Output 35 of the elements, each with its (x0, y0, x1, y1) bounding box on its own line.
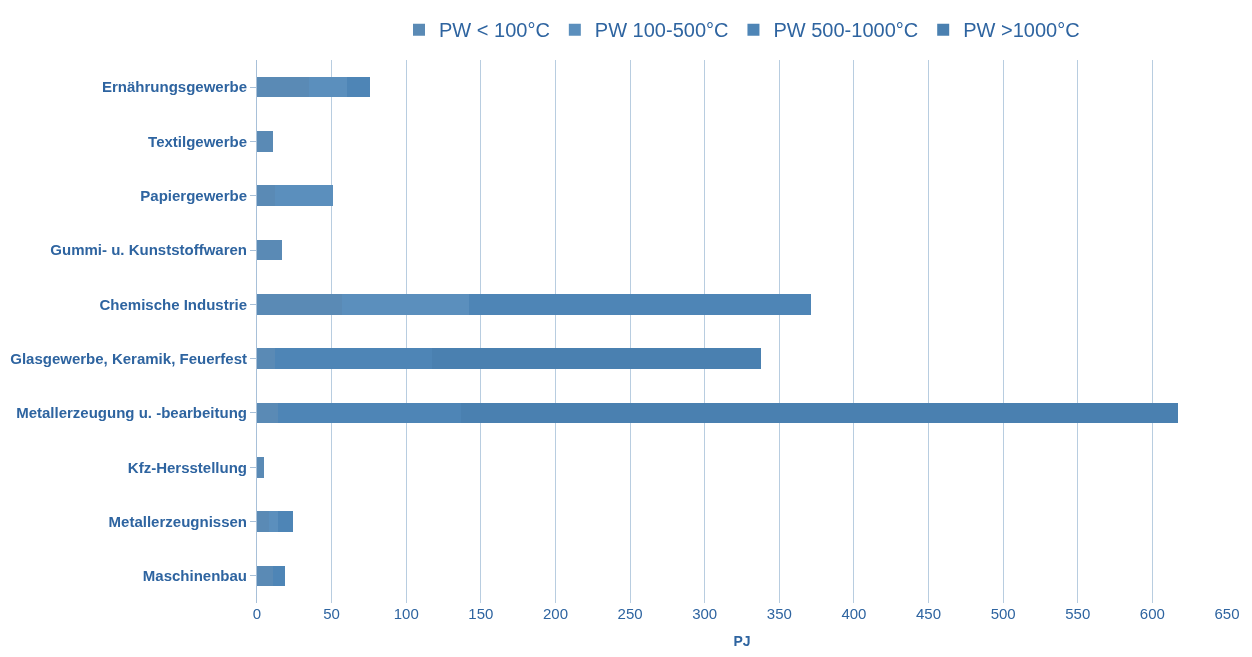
legend-label: PW 500-1000°C (773, 19, 919, 42)
x-tick-label: 450 (916, 605, 942, 622)
bar (346, 76, 371, 98)
legend-label: PW >1000°C (963, 19, 1080, 42)
x-tick-label: 550 (1065, 605, 1091, 622)
x-tick-label: 0 (252, 605, 262, 622)
bar (468, 294, 811, 315)
x-tick-label: 600 (1139, 605, 1165, 622)
x-tick-label: 350 (766, 605, 792, 622)
bar (257, 239, 283, 261)
x-tick-label: 100 (393, 605, 419, 622)
x-tick-label: 200 (542, 605, 568, 622)
bar (257, 131, 274, 152)
y-tick-label: Papiergewerbe (140, 187, 247, 204)
x-tick-label: 500 (990, 605, 1016, 622)
y-tick-label: Textilgewerbe (148, 132, 247, 150)
x-tick-label: 250 (617, 605, 643, 622)
legend-label: PW 100-500°C (594, 19, 729, 42)
y-tick-label: Metallerzeugnissen (108, 512, 247, 530)
x-tick-label: 400 (841, 605, 867, 622)
x-axis-title: PJ (733, 633, 751, 650)
bar (277, 511, 293, 532)
y-tick-label: Chemische Industrie (99, 295, 247, 313)
y-tick-label: Glasgewerbe, Keramik, Feuerfest (10, 349, 247, 367)
x-tick-label: 50 (323, 605, 340, 622)
legend-label: PW < 100°C (439, 19, 550, 42)
x-tick-label: 300 (692, 605, 718, 622)
y-tick-label: Kfz-Hersstellung (127, 458, 247, 476)
y-tick-label: Metallerzeugung u. -bearbeitung (16, 404, 247, 422)
y-tick-label: Maschinenbau (142, 567, 247, 585)
y-tick-label: Ernährungsgewerbe (101, 78, 247, 96)
x-tick-label: 650 (1214, 605, 1240, 622)
x-tick-label: 150 (468, 605, 494, 622)
y-tick-label: Gummi- u. Kunststoffwaren (50, 241, 247, 259)
bar (257, 456, 265, 478)
